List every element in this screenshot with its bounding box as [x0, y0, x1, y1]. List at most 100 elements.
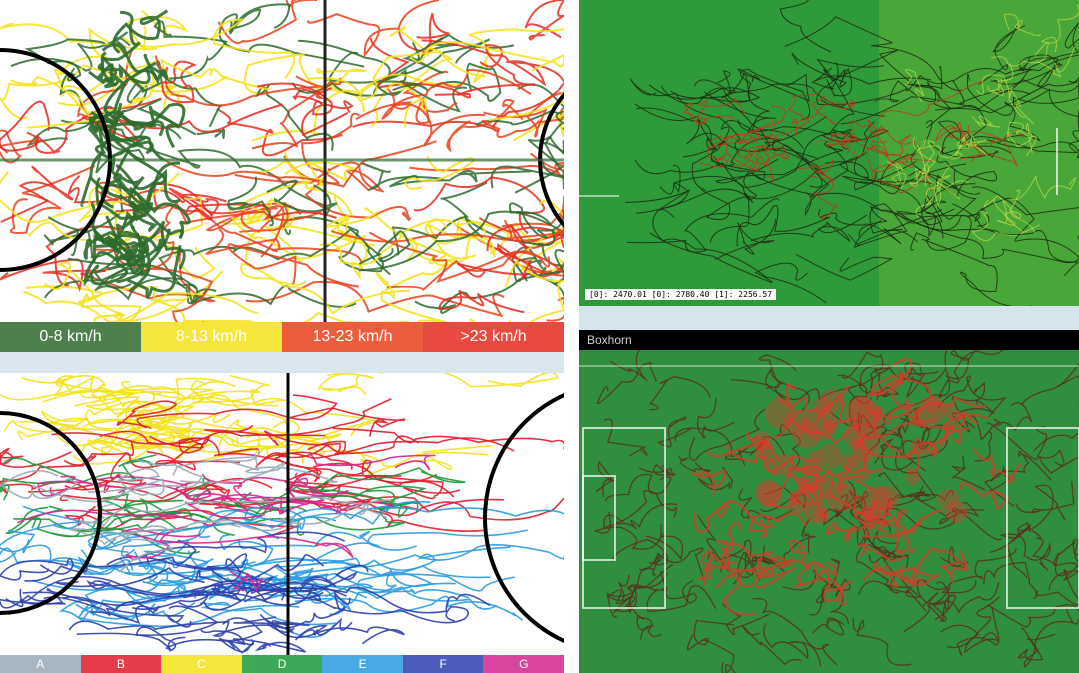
- trajectory-line: [204, 398, 392, 437]
- track-line: [938, 336, 1013, 399]
- track-line: [923, 547, 1017, 591]
- trajectory-line: [426, 218, 496, 258]
- trajectory-line: [19, 575, 324, 602]
- heatmap-panel: Boxhorn: [579, 330, 1079, 673]
- track-line: [936, 375, 1007, 417]
- trajectory-line: [110, 272, 357, 308]
- trajectory-line: [544, 110, 564, 190]
- trajectory-line: [67, 549, 117, 576]
- trajectory-line: [409, 152, 564, 180]
- trajectory-line: [375, 271, 446, 322]
- track-line: [971, 211, 1018, 242]
- heat-blob: [813, 396, 833, 415]
- track-line: [879, 153, 943, 225]
- trajectory-line: [229, 570, 264, 592]
- trajectory-line: [136, 394, 338, 429]
- track-line: [841, 351, 893, 379]
- trajectory-line: [285, 484, 349, 501]
- trajectory-line: [238, 201, 289, 234]
- trajectory-line: [34, 97, 162, 154]
- trajectory-line: [298, 38, 491, 78]
- track-line: [983, 561, 1038, 600]
- trajectory-line: [231, 529, 528, 577]
- trajectory-line: [106, 555, 242, 582]
- track-line: [737, 119, 875, 141]
- track-line: [899, 362, 939, 380]
- track-line: [916, 579, 977, 605]
- track-line: [763, 622, 822, 667]
- track-line: [849, 74, 1030, 105]
- track-line: [871, 139, 910, 175]
- track-line: [990, 57, 1061, 87]
- trajectory-line: [185, 203, 337, 221]
- trajectory-line: [310, 595, 469, 624]
- heat-blob: [804, 500, 828, 525]
- trajectory-line: [0, 165, 74, 223]
- trajectory-line: [284, 150, 356, 184]
- trajectory-line: [201, 472, 309, 491]
- trajectory-line: [455, 224, 564, 322]
- track-line: [935, 52, 1079, 114]
- trajectory-line: [263, 430, 419, 455]
- heat-line: [775, 383, 809, 410]
- track-line: [811, 617, 845, 636]
- trajectory-line: [37, 475, 116, 497]
- heat-blob: [817, 443, 842, 469]
- trajectory-line: [81, 103, 283, 141]
- trajectory-line: [26, 89, 145, 129]
- track-line: [939, 507, 1002, 541]
- track-line: [1025, 542, 1051, 571]
- track-line: [698, 132, 739, 168]
- track-line: [823, 494, 861, 530]
- track-line: [962, 138, 1001, 163]
- trajectory-line: [381, 68, 532, 120]
- trajectory-line: [75, 601, 196, 621]
- panel-divider: [0, 352, 568, 373]
- track-line: [956, 606, 1000, 657]
- track-line: [738, 144, 789, 161]
- track-line: [606, 574, 632, 605]
- heat-line: [717, 501, 779, 528]
- trajectory-line: [92, 498, 213, 530]
- trajectory-line: [112, 148, 184, 239]
- track-line: [603, 503, 678, 530]
- heat-line: [796, 409, 903, 453]
- track-line: [891, 489, 954, 507]
- trajectory-line: [0, 170, 181, 223]
- trajectory-line: [141, 531, 346, 565]
- heat-line: [700, 542, 735, 569]
- trajectory-line: [389, 169, 532, 188]
- legend-item: D: [241, 655, 323, 673]
- heat-blob: [839, 454, 856, 471]
- track-line: [741, 624, 802, 666]
- trajectory-line: [303, 441, 489, 468]
- track-line: [899, 417, 930, 472]
- track-line: [922, 581, 950, 611]
- track-line: [713, 120, 779, 148]
- track-line: [856, 524, 888, 564]
- track-line: [791, 52, 852, 97]
- track-line: [688, 408, 766, 461]
- track-line: [852, 145, 934, 163]
- trajectory-line: [467, 28, 564, 84]
- trajectory-line: [205, 228, 363, 263]
- track-line: [1015, 481, 1075, 514]
- distance-readout: [0]: 2470.01 [0]: 2780.40 [1]: 2256.57: [585, 289, 777, 300]
- heat-blob: [755, 479, 782, 506]
- trajectory-line: [218, 617, 264, 654]
- track-line: [750, 214, 868, 242]
- track-line: [810, 96, 856, 125]
- heat-blob: [802, 457, 822, 476]
- trajectory-line: [193, 506, 388, 532]
- heat-line: [790, 487, 828, 518]
- heat-blob: [808, 450, 822, 464]
- trajectory-line: [0, 547, 134, 571]
- track-line: [914, 140, 936, 187]
- center-circle-left: [0, 411, 102, 615]
- trajectory-line: [136, 98, 226, 140]
- trajectory-line: [364, 207, 481, 267]
- heat-blob: [859, 486, 894, 520]
- track-line: [814, 49, 912, 83]
- track-line: [729, 552, 761, 581]
- trajectory-line: [112, 9, 169, 54]
